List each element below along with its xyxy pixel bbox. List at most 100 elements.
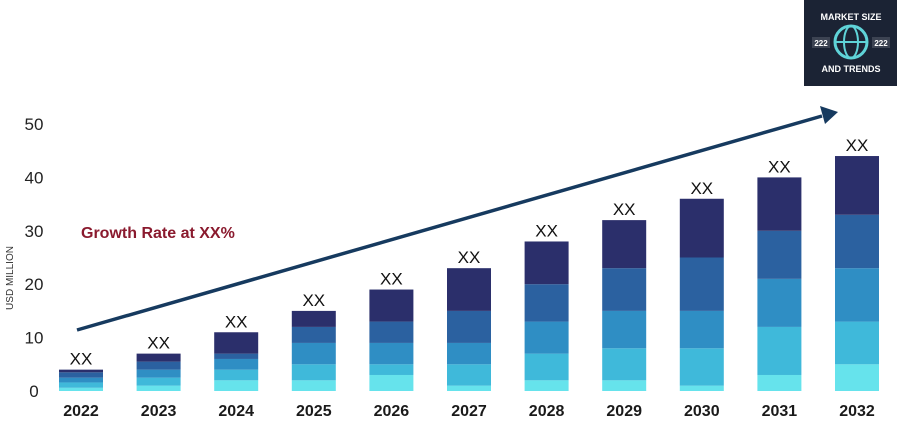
x-tick-label: 2031 — [762, 403, 798, 420]
bar-segment — [59, 372, 103, 378]
bar-stack-2032 — [835, 156, 879, 391]
x-tick-label: 2029 — [606, 403, 642, 420]
bar-stack-2030 — [679, 198, 724, 391]
x-tick-label: 2030 — [684, 403, 720, 420]
x-tick-label: 2023 — [141, 403, 177, 420]
bar-stack-2026 — [369, 289, 414, 391]
bar-segment — [447, 342, 491, 365]
bar-stack-2022 — [59, 369, 103, 391]
data-labels: XX XX XX XX XX XX XX XX XX XX XX — [70, 136, 869, 369]
bar-segment — [59, 387, 103, 391]
bar-segment — [369, 321, 414, 343]
x-axis: 2022 2023 2024 2025 2026 2027 2028 2029 2030 2031… — [63, 403, 875, 420]
bar-segment — [447, 310, 491, 343]
bar-segment — [136, 385, 181, 391]
bar-segment — [835, 364, 879, 391]
bar-segment — [136, 377, 181, 386]
bar-segment — [369, 289, 414, 322]
bar-segment — [214, 332, 259, 354]
bar-segment — [602, 310, 647, 349]
data-label: XX — [613, 200, 636, 219]
bar-segment — [757, 326, 802, 375]
bar-segment — [214, 369, 259, 381]
bar-stack-2023 — [136, 353, 181, 391]
bar-segment — [59, 382, 103, 388]
bar-segment — [291, 326, 336, 343]
bar-segment — [757, 278, 802, 327]
bar-segment — [136, 353, 181, 362]
y-axis-label: USD MILLION — [5, 246, 16, 310]
bar-segment — [214, 380, 259, 391]
bar-segment — [524, 321, 569, 354]
bar-segment — [447, 268, 491, 311]
y-tick-label: 50 — [25, 115, 44, 134]
logo-badge-right — [872, 37, 890, 48]
bar-segment — [447, 385, 491, 391]
bar-stack-2029 — [602, 220, 647, 391]
bar-segment — [447, 364, 491, 386]
bar-stack-2024 — [214, 332, 259, 391]
trend-arrow — [76, 106, 838, 332]
x-tick-label: 2028 — [529, 403, 565, 420]
bar-segment — [679, 257, 724, 311]
bars — [59, 156, 879, 391]
bar-segment — [369, 374, 414, 391]
bar-segment — [369, 342, 414, 365]
bar-segment — [291, 310, 336, 327]
bar-segment — [291, 380, 336, 391]
bar-segment — [369, 364, 414, 375]
bar-segment — [835, 156, 879, 215]
data-label: XX — [535, 221, 558, 240]
data-label: XX — [846, 136, 869, 155]
x-tick-label: 2022 — [63, 403, 99, 420]
bar-segment — [679, 310, 724, 349]
bar-segment — [59, 369, 103, 373]
x-tick-label: 2026 — [374, 403, 410, 420]
growth-rate-annotation: Growth Rate at XX% — [81, 225, 235, 242]
bar-segment — [59, 377, 103, 383]
x-tick-label: 2024 — [218, 403, 254, 420]
bar-stack-2031 — [757, 177, 802, 391]
bar-segment — [757, 230, 802, 279]
x-tick-label: 2025 — [296, 403, 332, 420]
y-axis: 0 10 20 30 40 50 — [25, 115, 44, 401]
bar-segment — [214, 358, 259, 370]
data-label: XX — [768, 157, 791, 176]
x-tick-label: 2032 — [839, 403, 875, 420]
bar-segment — [602, 220, 647, 269]
bar-stack-2025 — [291, 310, 336, 391]
x-tick-label: 2027 — [451, 403, 487, 420]
bar-segment — [291, 342, 336, 365]
data-label: XX — [380, 270, 403, 289]
y-tick-label: 30 — [25, 222, 44, 241]
bar-segment — [291, 364, 336, 381]
bar-segment — [136, 361, 181, 370]
bar-segment — [835, 321, 879, 365]
logo-badge-right-text: 222 — [874, 39, 888, 48]
logo-badge-left — [812, 37, 830, 48]
logo: MARKET SIZE AND TRENDS 222 222 — [804, 0, 897, 86]
trend-arrow-head — [820, 106, 838, 124]
bar-segment — [679, 385, 724, 391]
bar-stack-2027 — [447, 268, 491, 391]
y-tick-label: 0 — [29, 382, 38, 401]
bar-segment — [136, 369, 181, 378]
bar-stack-2028 — [524, 241, 569, 391]
logo-line-2: AND TRENDS — [821, 64, 880, 74]
y-tick-label: 40 — [25, 168, 44, 187]
bar-segment — [214, 353, 259, 359]
bar-segment — [524, 353, 569, 381]
logo-line-1: MARKET SIZE — [820, 12, 881, 22]
data-label: XX — [690, 179, 713, 198]
bar-segment — [757, 374, 802, 391]
bar-segment — [524, 241, 569, 285]
bar-segment — [835, 268, 879, 322]
data-label: XX — [70, 350, 93, 369]
trend-arrow-line — [76, 114, 823, 332]
data-label: XX — [147, 334, 170, 353]
data-label: XX — [458, 248, 481, 267]
y-tick-label: 10 — [25, 329, 44, 348]
bar-segment — [679, 348, 724, 386]
bar-segment — [602, 348, 647, 381]
